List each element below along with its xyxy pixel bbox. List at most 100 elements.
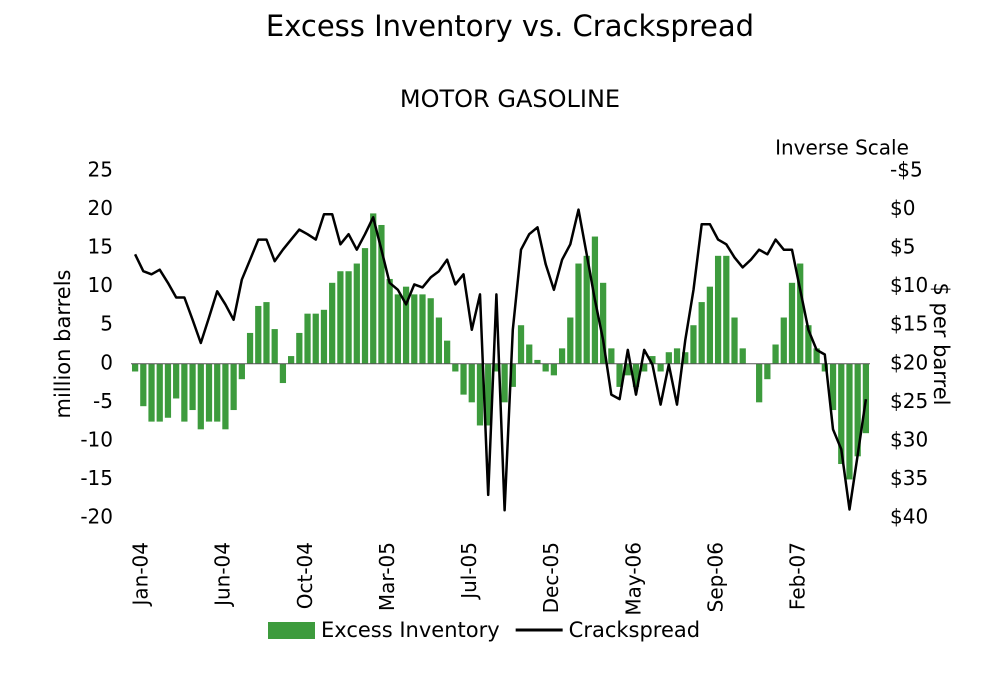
bar — [402, 286, 410, 364]
bar — [435, 317, 443, 364]
bar — [772, 344, 779, 364]
bar — [263, 302, 270, 364]
bar — [657, 363, 664, 372]
bar — [304, 313, 311, 364]
y-tick-label: 20 — [88, 196, 113, 220]
bar — [756, 363, 763, 403]
bar — [370, 213, 377, 364]
bar — [558, 348, 566, 364]
bar — [255, 305, 262, 364]
bar — [526, 344, 533, 364]
bar — [600, 282, 607, 364]
bar — [616, 363, 623, 387]
bar — [567, 317, 574, 364]
bar — [534, 359, 541, 364]
bar — [813, 348, 820, 364]
y2-note: Inverse Scale — [775, 136, 909, 160]
bar — [764, 363, 771, 380]
bar — [649, 356, 656, 364]
bar — [214, 363, 221, 422]
bar — [378, 224, 385, 364]
bar — [517, 325, 525, 364]
bar — [419, 294, 426, 364]
y2-tick-label: $10 — [890, 273, 928, 297]
bar — [493, 363, 500, 372]
bar — [723, 255, 730, 364]
bar — [821, 363, 828, 372]
bar — [148, 363, 155, 422]
bar — [205, 363, 213, 422]
y2-tick-label: $30 — [890, 427, 928, 451]
bar — [386, 278, 393, 364]
legend-label: Crackspread — [569, 618, 700, 642]
x-tick-label: Sep-06 — [703, 542, 727, 612]
bar — [632, 363, 640, 387]
chart-subtitle: MOTOR GASOLINE — [400, 85, 620, 113]
x-tick-label: Dec-05 — [539, 542, 563, 613]
bar — [862, 363, 870, 434]
bar — [164, 363, 172, 418]
bar — [854, 363, 861, 457]
x-tick-label: Mar-05 — [375, 542, 399, 611]
line — [133, 208, 868, 512]
bar — [476, 363, 484, 426]
bar — [230, 363, 237, 411]
y-tick-label: 25 — [88, 158, 113, 182]
bar — [682, 352, 689, 364]
bar — [452, 363, 459, 372]
bar — [353, 263, 360, 364]
bar — [583, 255, 590, 364]
chart-title: Excess Inventory vs. Crackspread — [266, 9, 754, 43]
y2-tick-label: $35 — [890, 466, 928, 490]
x-tick-label: Jul-05 — [457, 542, 481, 601]
bar — [641, 363, 648, 372]
bar — [542, 363, 549, 372]
bar — [394, 294, 401, 364]
bar — [846, 363, 853, 480]
y2-tick-label: $15 — [890, 312, 928, 336]
bar — [731, 317, 738, 364]
bar — [714, 255, 722, 364]
bar — [238, 363, 245, 380]
bar — [329, 282, 336, 364]
bar — [287, 356, 295, 364]
bar — [468, 363, 475, 403]
y-tick-label: 10 — [88, 273, 113, 297]
bar — [222, 363, 229, 430]
y-tick-label: -15 — [80, 466, 113, 490]
bar — [550, 363, 557, 376]
bar — [797, 263, 804, 364]
bar — [805, 325, 812, 364]
y-tick-label: -5 — [93, 389, 113, 413]
y2-tick-label: $20 — [890, 350, 928, 374]
y-tick-label: 15 — [88, 235, 113, 259]
legend-label: Excess Inventory — [321, 618, 500, 642]
y2-axis-label: $ per barrel — [929, 283, 953, 406]
bar — [624, 363, 631, 376]
x-tick-label: Jan-04 — [129, 542, 153, 608]
x-tick-label: Jun-04 — [211, 542, 235, 608]
bar — [739, 348, 746, 364]
bar — [665, 352, 672, 364]
y2-tick-label: -$5 — [890, 158, 923, 182]
bar — [608, 348, 615, 364]
bar — [575, 263, 582, 364]
x-tick-label: May-06 — [621, 542, 645, 616]
bar — [312, 313, 319, 364]
bar — [780, 317, 787, 364]
y-tick-label: 0 — [100, 350, 113, 374]
bar — [460, 363, 467, 395]
bar — [829, 363, 837, 411]
y-tick-label: -20 — [80, 505, 113, 529]
bar — [411, 294, 418, 364]
bar — [501, 363, 508, 403]
x-tick-label: Oct-04 — [293, 542, 317, 609]
bar — [361, 248, 369, 364]
y-tick-label: 5 — [100, 312, 113, 336]
bar — [156, 363, 163, 422]
y2-tick-label: $40 — [890, 505, 928, 529]
bar — [485, 363, 492, 426]
x-tick-label: Feb-07 — [785, 542, 809, 610]
bar — [838, 363, 845, 465]
